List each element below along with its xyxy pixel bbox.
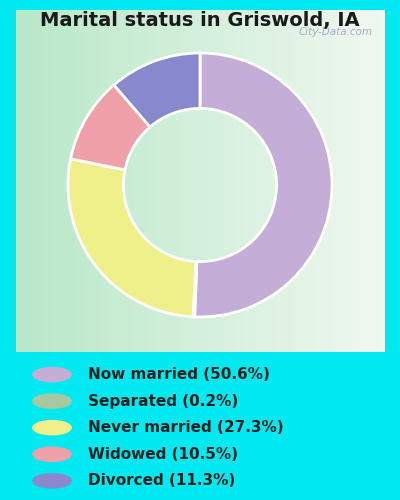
Circle shape [33,420,71,435]
Circle shape [33,368,71,382]
Text: Now married (50.6%): Now married (50.6%) [88,367,270,382]
Circle shape [33,394,71,408]
Circle shape [33,474,71,488]
Circle shape [33,447,71,462]
Text: Marital status in Griswold, IA: Marital status in Griswold, IA [40,11,360,30]
Wedge shape [68,159,196,317]
Text: City-Data.com: City-Data.com [299,27,373,37]
Wedge shape [114,53,200,127]
Wedge shape [193,262,197,317]
Text: Divorced (11.3%): Divorced (11.3%) [88,474,235,488]
Text: Widowed (10.5%): Widowed (10.5%) [88,447,238,462]
Text: Separated (0.2%): Separated (0.2%) [88,394,238,408]
Text: Never married (27.3%): Never married (27.3%) [88,420,284,435]
Wedge shape [195,53,332,317]
Wedge shape [71,85,150,170]
